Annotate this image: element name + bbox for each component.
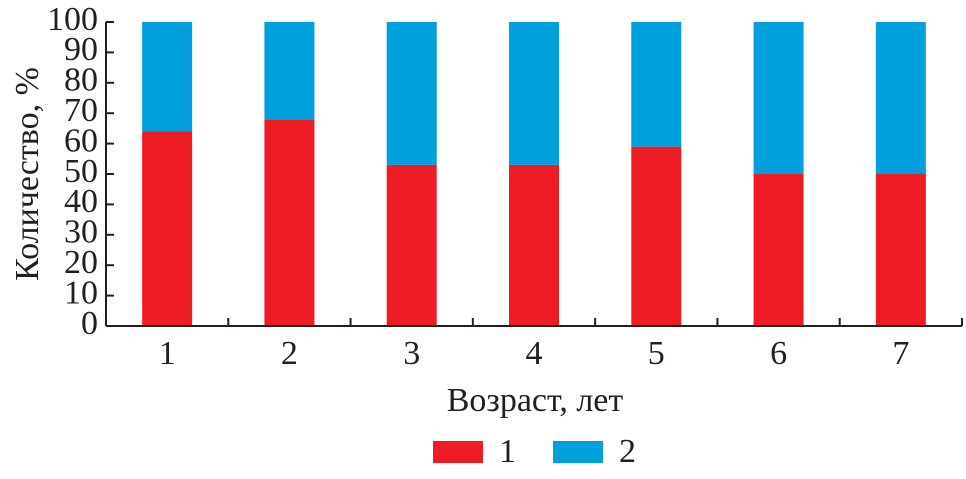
bar-segment (142, 131, 193, 326)
bar-segment (386, 164, 437, 326)
bar-segment (753, 22, 804, 174)
y-tick-label: 0 (81, 305, 98, 342)
bar-segment (753, 174, 804, 326)
legend-swatch (553, 441, 603, 463)
bar-segment (631, 22, 682, 147)
x-tick-label: 4 (526, 335, 543, 372)
y-tick-label: 30 (64, 214, 98, 251)
x-tick-label: 3 (403, 335, 420, 372)
bar-segment (142, 22, 193, 132)
bar-segment (264, 22, 315, 120)
y-tick-label: 10 (64, 274, 98, 311)
y-tick-label: 90 (64, 31, 98, 68)
y-tick-label: 100 (47, 1, 98, 38)
x-tick-label: 1 (159, 335, 176, 372)
y-tick-label: 70 (64, 92, 98, 129)
bar-segment (509, 22, 559, 165)
x-tick-label: 2 (281, 335, 298, 372)
x-tick-label: 6 (770, 335, 787, 372)
x-tick-label: 7 (892, 335, 909, 372)
bar-segment (875, 22, 926, 174)
legend-label: 2 (619, 433, 636, 470)
bar-segment (386, 22, 437, 165)
bar-segment (264, 119, 315, 326)
legend-swatch (433, 441, 483, 463)
bar-segment (875, 174, 926, 326)
y-tick-label: 40 (64, 183, 98, 220)
bar-segment (509, 164, 559, 326)
y-axis-label: Количество, % (9, 67, 46, 281)
x-axis-label: Возраст, лет (447, 382, 624, 419)
bar-segment (631, 146, 682, 326)
y-tick-label: 60 (64, 122, 98, 159)
legend-label: 1 (499, 433, 516, 470)
x-tick-label: 5 (648, 335, 665, 372)
y-tick-label: 50 (64, 153, 98, 190)
y-tick-label: 20 (64, 244, 98, 281)
y-tick-label: 80 (64, 62, 98, 99)
